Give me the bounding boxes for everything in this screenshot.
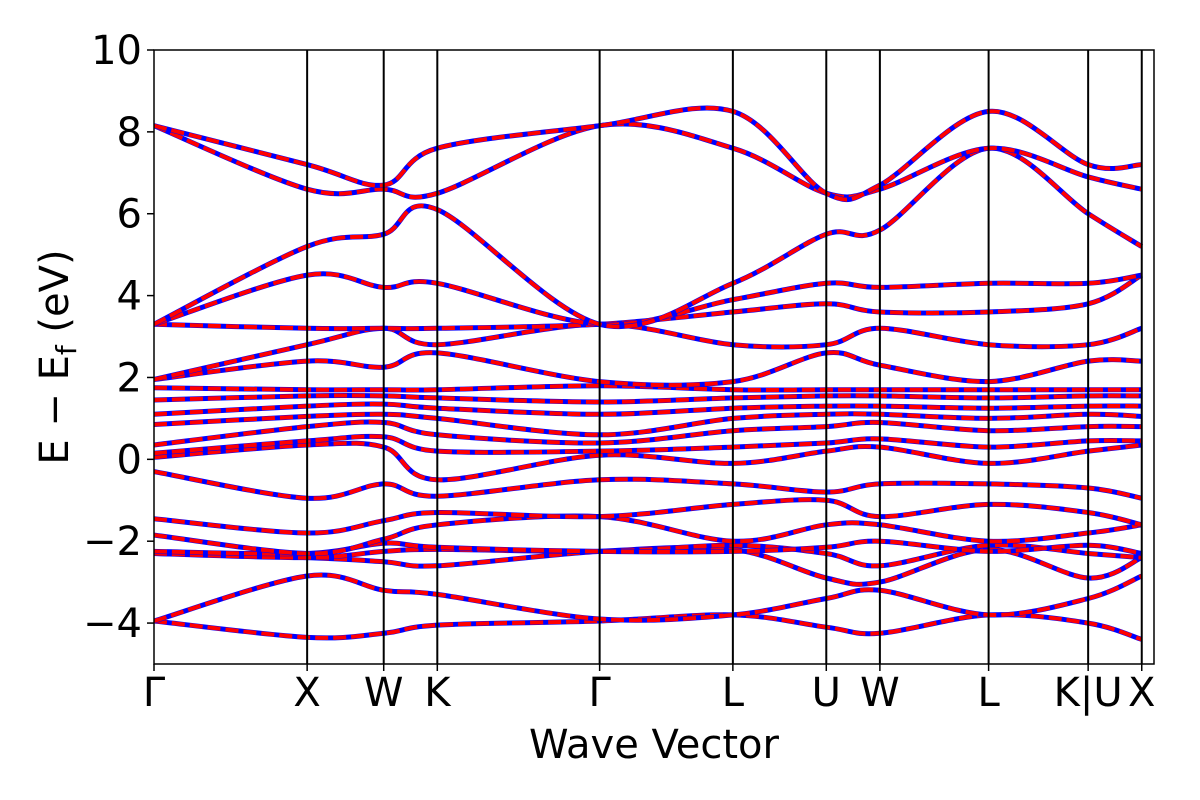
- band-18-blue: [154, 271, 1143, 328]
- band-14-red: [154, 383, 1142, 393]
- x-tick-label-3: K: [424, 670, 452, 716]
- y-tick-label-0: 10: [91, 28, 142, 74]
- y-tick-label-7: −4: [83, 601, 142, 647]
- x-axis: Γ X W K Γ L U W L K|U X: [143, 664, 1155, 716]
- band-20-red: [154, 121, 1143, 200]
- x-tick-label-9: K|U: [1054, 670, 1123, 716]
- y-tick-label-5: 0: [117, 437, 142, 483]
- y-tick-label-1: 8: [117, 110, 142, 156]
- x-tick-label-1: X: [293, 670, 320, 716]
- y-tick-label-4: 2: [117, 355, 142, 401]
- band-16-red: [154, 322, 1143, 382]
- y-axis-title-main: E − E: [32, 355, 78, 465]
- band-15-red: [154, 350, 1142, 388]
- band-17-red: [154, 273, 1143, 331]
- band-19-blue: [154, 145, 1144, 330]
- band-3-red: [154, 542, 1142, 568]
- y-tick-label-6: −2: [83, 519, 142, 565]
- band-7-red: [154, 469, 1143, 501]
- band-21-red: [154, 106, 1142, 202]
- band-20-blue: [154, 121, 1143, 200]
- band-18-red: [154, 271, 1143, 327]
- y-axis: 10 8 6 4 2 0 −2 −4: [83, 28, 154, 647]
- y-axis-title-subscript: f: [50, 344, 83, 355]
- y-axis-title-unit: (eV): [32, 249, 78, 345]
- x-tick-label-6: U: [812, 670, 841, 716]
- x-tick-label-5: L: [722, 670, 745, 716]
- band-19-red: [154, 146, 1143, 329]
- band-6-red: [154, 497, 1143, 536]
- band-4-red: [154, 539, 1143, 556]
- band-10-red: [154, 420, 1142, 447]
- band-16-blue: [154, 321, 1143, 382]
- band-11-red: [154, 411, 1142, 437]
- high-symmetry-lines: [306, 50, 1143, 664]
- band-13-red: [154, 393, 1142, 404]
- band-12-red: [154, 401, 1142, 417]
- band-9-red: [154, 434, 1142, 456]
- x-tick-label-8: L: [977, 670, 1000, 716]
- x-tick-label-10: X: [1128, 670, 1155, 716]
- band-8-red: [154, 441, 1142, 482]
- y-axis-title: E − Ef (eV): [32, 249, 83, 464]
- x-tick-label-0: Γ: [143, 670, 166, 716]
- y-tick-label-2: 6: [117, 192, 142, 238]
- x-tick-label-2: W: [364, 670, 404, 716]
- x-tick-label-7: W: [860, 670, 900, 716]
- bands-layer: [154, 105, 1144, 642]
- band-1-red: [154, 573, 1143, 623]
- x-axis-title: Wave Vector: [529, 722, 780, 768]
- x-tick-label-4: Γ: [588, 670, 611, 716]
- y-tick-label-3: 4: [117, 274, 142, 320]
- plot-frame: [153, 49, 1155, 665]
- band-5-red: [154, 514, 1143, 556]
